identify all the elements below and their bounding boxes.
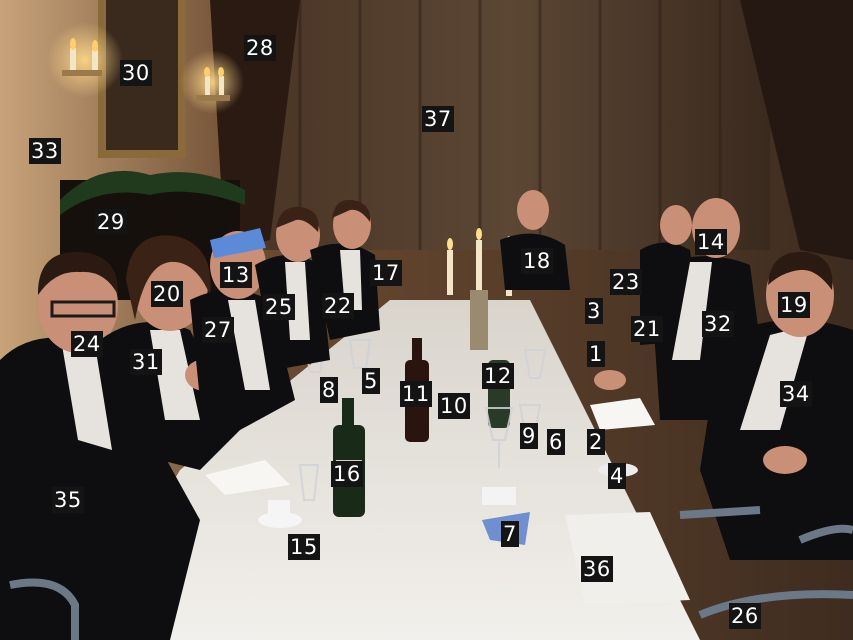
wall-sconce-right [196, 67, 230, 101]
label-37: 37 [422, 106, 454, 132]
label-16: 16 [331, 461, 363, 487]
label-20: 20 [151, 281, 183, 307]
label-5: 5 [362, 368, 380, 394]
chairs [9, 506, 853, 640]
garland [60, 170, 245, 215]
label-1: 1 [587, 341, 605, 367]
label-30: 30 [120, 60, 152, 86]
wall-sconce-left [62, 38, 102, 76]
label-13: 13 [220, 262, 252, 288]
label-12: 12 [482, 363, 514, 389]
label-3: 3 [585, 298, 603, 324]
label-27: 27 [202, 317, 234, 343]
label-9: 9 [520, 423, 538, 449]
label-35: 35 [52, 487, 84, 513]
label-22: 22 [322, 293, 354, 319]
label-28: 28 [244, 35, 276, 61]
label-4: 4 [608, 463, 626, 489]
label-19: 19 [778, 292, 810, 318]
label-11: 11 [400, 381, 432, 407]
label-24: 24 [71, 331, 103, 357]
label-31: 31 [130, 349, 162, 375]
label-14: 14 [695, 229, 727, 255]
label-25: 25 [263, 294, 295, 320]
label-21: 21 [631, 316, 663, 342]
label-32: 32 [702, 311, 734, 337]
label-26: 26 [729, 603, 761, 629]
label-36: 36 [581, 556, 613, 582]
right-drape [740, 0, 853, 260]
label-7: 7 [501, 521, 519, 547]
label-8: 8 [320, 377, 338, 403]
label-18: 18 [521, 248, 553, 274]
label-29: 29 [95, 209, 127, 235]
tablecloth [80, 300, 700, 640]
label-2: 2 [587, 429, 605, 455]
back-curtain [250, 0, 770, 250]
label-10: 10 [438, 393, 470, 419]
label-34: 34 [780, 381, 812, 407]
label-15: 15 [288, 534, 320, 560]
label-17: 17 [370, 260, 402, 286]
label-6: 6 [547, 429, 565, 455]
label-23: 23 [610, 269, 642, 295]
label-33: 33 [29, 138, 61, 164]
